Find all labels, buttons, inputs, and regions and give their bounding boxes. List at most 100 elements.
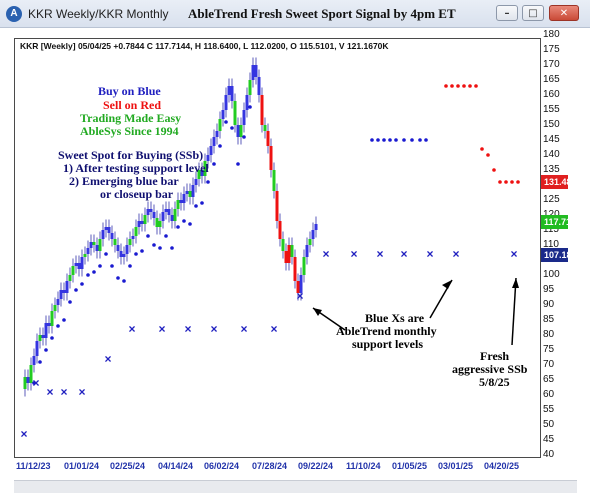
candle-body — [65, 281, 69, 293]
support-dot — [248, 105, 252, 109]
close-button[interactable]: ✕ — [549, 5, 579, 21]
support-dot — [410, 138, 414, 142]
chart-area[interactable] — [14, 38, 541, 458]
candle-body — [104, 227, 108, 230]
monthly-support-x: × — [210, 322, 217, 336]
resistance-dot — [468, 84, 472, 88]
y-tick-label: 45 — [543, 434, 555, 445]
sweet-spot-item2: 2) Emerging blue bar — [69, 174, 179, 188]
candle-body — [305, 245, 309, 257]
minimize-button[interactable]: – — [496, 5, 518, 21]
candle-body — [158, 221, 162, 227]
candle-body — [176, 200, 180, 209]
horizontal-scrollbar[interactable] — [14, 480, 577, 493]
candle-body — [128, 239, 132, 245]
candle-body — [77, 263, 81, 269]
support-dot — [74, 288, 78, 292]
candle-body — [101, 230, 105, 239]
candle-body — [71, 266, 75, 275]
resistance-dot — [444, 84, 448, 88]
support-dot — [146, 234, 150, 238]
fresh-note-2: aggressive SSb — [452, 362, 528, 376]
y-tick-label: 75 — [543, 344, 555, 355]
x-tick-label: 02/25/24 — [110, 461, 146, 471]
candle-body — [179, 200, 183, 203]
candle-body — [35, 341, 39, 356]
monthly-support-x: × — [400, 247, 407, 261]
candle-body — [38, 335, 42, 341]
candle-body — [23, 377, 27, 389]
candle-body — [248, 80, 252, 95]
x-tick-label: 04/20/25 — [484, 461, 520, 471]
y-tick-label: 140 — [543, 149, 560, 160]
resistance-dot — [486, 153, 490, 157]
candle-body — [137, 221, 141, 227]
support-dot — [164, 234, 168, 238]
maximize-button[interactable]: □ — [522, 5, 544, 21]
candle-body — [98, 239, 102, 251]
candle-body — [125, 245, 129, 254]
monthly-support-x: × — [510, 247, 517, 261]
monthly-support-x: × — [60, 385, 67, 399]
candle-body — [206, 155, 210, 161]
candle-body — [236, 125, 240, 137]
candle-body — [41, 335, 45, 338]
support-dot — [370, 138, 374, 142]
monthly-support-x: × — [20, 427, 27, 441]
candle-body — [167, 209, 171, 215]
candle-body — [200, 170, 204, 176]
support-dot — [402, 138, 406, 142]
x-tick-label: 04/14/24 — [158, 461, 194, 471]
support-dot — [116, 276, 120, 280]
support-dot — [418, 138, 422, 142]
candle-body — [311, 230, 315, 239]
resistance-dot — [504, 180, 508, 184]
x-tick-label: 11/10/24 — [346, 461, 381, 471]
blue-x-note-1: Blue Xs are — [365, 311, 425, 325]
candle-body — [284, 251, 288, 263]
y-tick-label: 170 — [543, 59, 560, 70]
candle-body — [83, 254, 87, 257]
candle-body — [290, 245, 294, 257]
y-tick-label: 165 — [543, 74, 560, 85]
y-tick-label: 100 — [543, 269, 560, 280]
candle-body — [221, 110, 225, 119]
candle-body — [239, 125, 243, 137]
candle-body — [116, 245, 120, 251]
support-dot — [170, 246, 174, 250]
candle-body — [233, 101, 237, 125]
candle-body — [95, 245, 99, 251]
support-dot — [44, 348, 48, 352]
support-dot — [50, 336, 54, 340]
candle-body — [278, 221, 282, 239]
support-dot — [218, 144, 222, 148]
support-dot — [224, 120, 228, 124]
candle-body — [131, 236, 135, 239]
y-tick-label: 65 — [543, 374, 555, 385]
candle-body — [257, 77, 261, 95]
support-dot — [242, 135, 246, 139]
candle-body — [44, 323, 48, 338]
price-tag-green: 117.714 — [541, 215, 576, 229]
window-titlebar: A KKR Weekly/KKR Monthly AbleTrend Fresh… — [0, 0, 590, 28]
candle-body — [242, 110, 246, 125]
monthly-support-x: × — [296, 289, 303, 303]
support-dot — [68, 300, 72, 304]
x-tick-label: 03/01/25 — [438, 461, 474, 471]
support-dot — [212, 162, 216, 166]
chart-title: AbleTrend Fresh Sweet Sport Signal by 4p… — [188, 6, 456, 21]
support-dot — [140, 249, 144, 253]
candle-body — [209, 146, 213, 155]
candle-body — [164, 209, 168, 212]
candle-body — [314, 224, 318, 230]
candle-body — [134, 227, 138, 236]
x-tick-label: 07/28/24 — [252, 461, 288, 471]
support-dot — [182, 219, 186, 223]
candle-body — [170, 215, 174, 221]
candle-body — [266, 131, 270, 146]
candle-body — [182, 194, 186, 203]
candle-body — [218, 119, 222, 131]
y-tick-label: 55 — [543, 404, 555, 415]
candle-body — [149, 209, 153, 212]
